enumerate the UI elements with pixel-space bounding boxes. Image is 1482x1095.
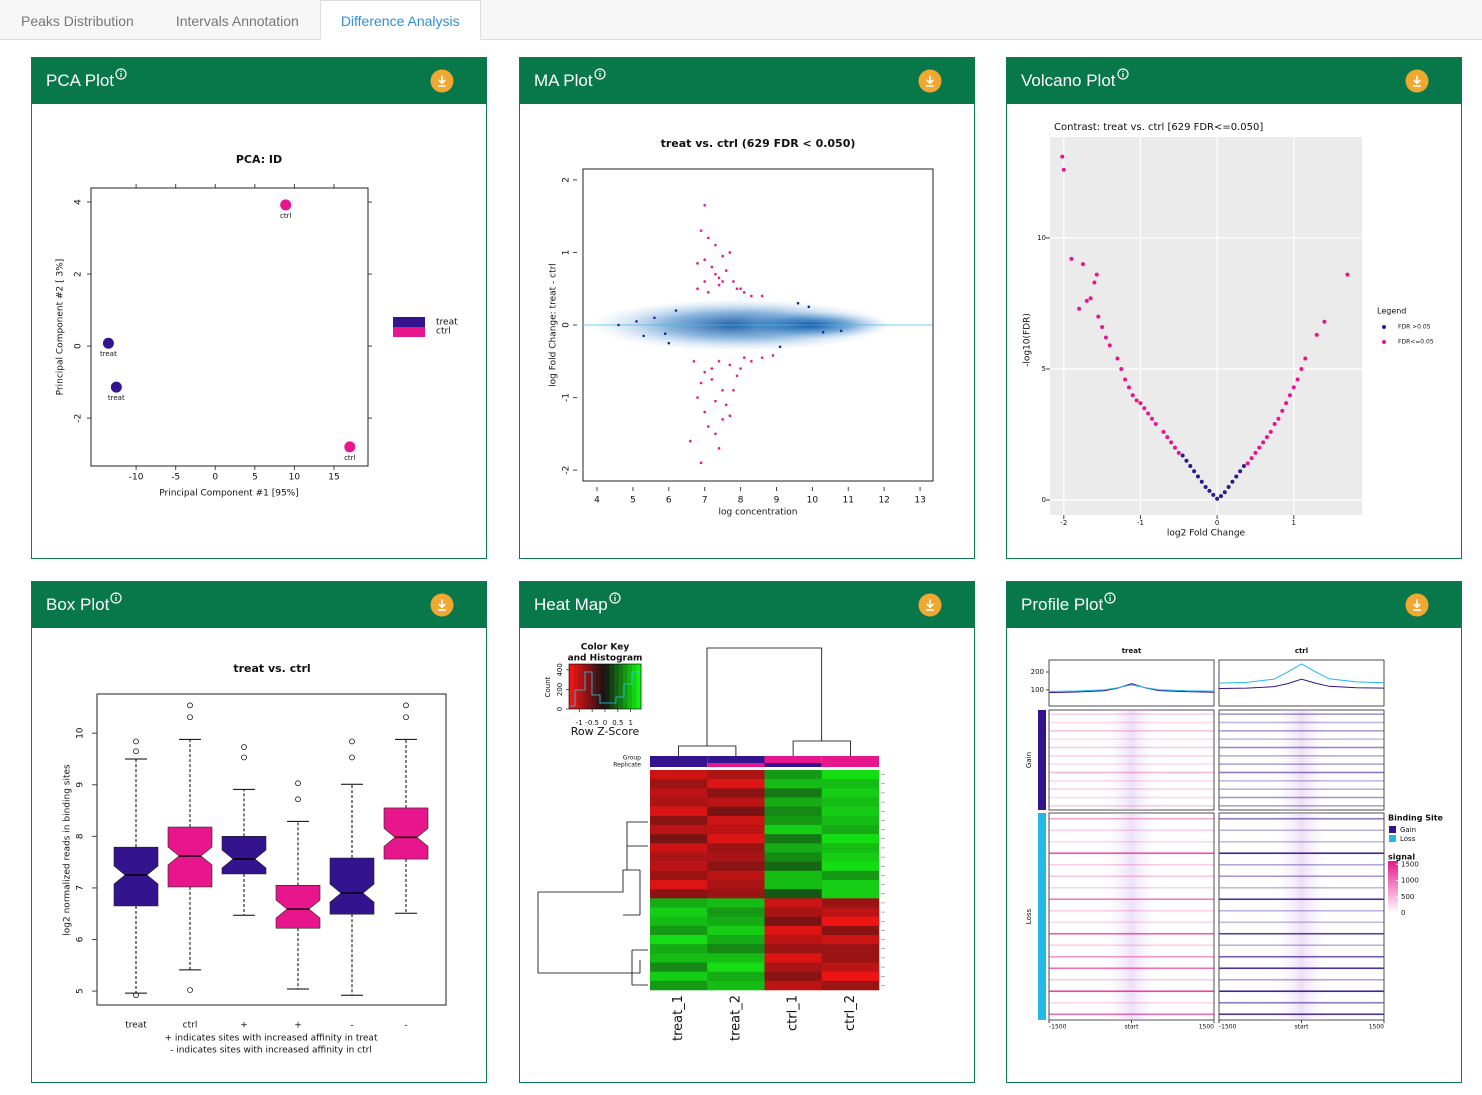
download-button[interactable] bbox=[430, 593, 454, 617]
panel: MA Plot bbox=[519, 57, 975, 559]
panel-header: PCA Plot bbox=[32, 58, 486, 104]
panel-header: Volcano Plot bbox=[1007, 58, 1461, 104]
panel-title: Volcano Plot bbox=[1021, 71, 1116, 90]
info-icon[interactable] bbox=[110, 592, 122, 604]
info-icon[interactable] bbox=[1104, 592, 1116, 604]
info-icon[interactable] bbox=[609, 592, 621, 604]
panel-title: PCA Plot bbox=[46, 71, 115, 90]
info-icon[interactable] bbox=[1116, 68, 1129, 80]
panel-header: Heat Map bbox=[520, 582, 974, 628]
panel: PCA Plot bbox=[31, 57, 487, 559]
download-button[interactable] bbox=[1405, 593, 1429, 617]
tab[interactable]: Difference Analysis bbox=[319, 0, 481, 40]
tab[interactable]: Intervals Annotation bbox=[175, 13, 299, 29]
panel-header: MA Plot bbox=[520, 58, 974, 104]
panel: Heat Map bbox=[519, 581, 975, 1083]
tab[interactable]: Peaks Distribution bbox=[21, 13, 134, 29]
download-button[interactable] bbox=[918, 69, 942, 93]
download-button[interactable] bbox=[918, 593, 942, 617]
download-button[interactable] bbox=[430, 69, 454, 93]
panel-header: Profile Plot bbox=[1007, 582, 1461, 628]
panel: Box Plot bbox=[31, 581, 487, 1083]
tab-bar: Peaks Distribution Intervals Annotation Di… bbox=[0, 0, 1482, 40]
panel-title: MA Plot bbox=[534, 71, 593, 90]
panel-title: Profile Plot bbox=[1021, 595, 1104, 614]
info-icon[interactable] bbox=[593, 68, 606, 80]
panel: Volcano Plot bbox=[1006, 57, 1462, 559]
panel-title: Heat Map bbox=[534, 595, 608, 614]
panel-header: Box Plot bbox=[32, 582, 486, 628]
panel: Profile Plot bbox=[1006, 581, 1462, 1083]
info-icon[interactable] bbox=[115, 68, 127, 80]
panel-title: Box Plot bbox=[46, 595, 110, 614]
download-button[interactable] bbox=[1405, 69, 1429, 93]
